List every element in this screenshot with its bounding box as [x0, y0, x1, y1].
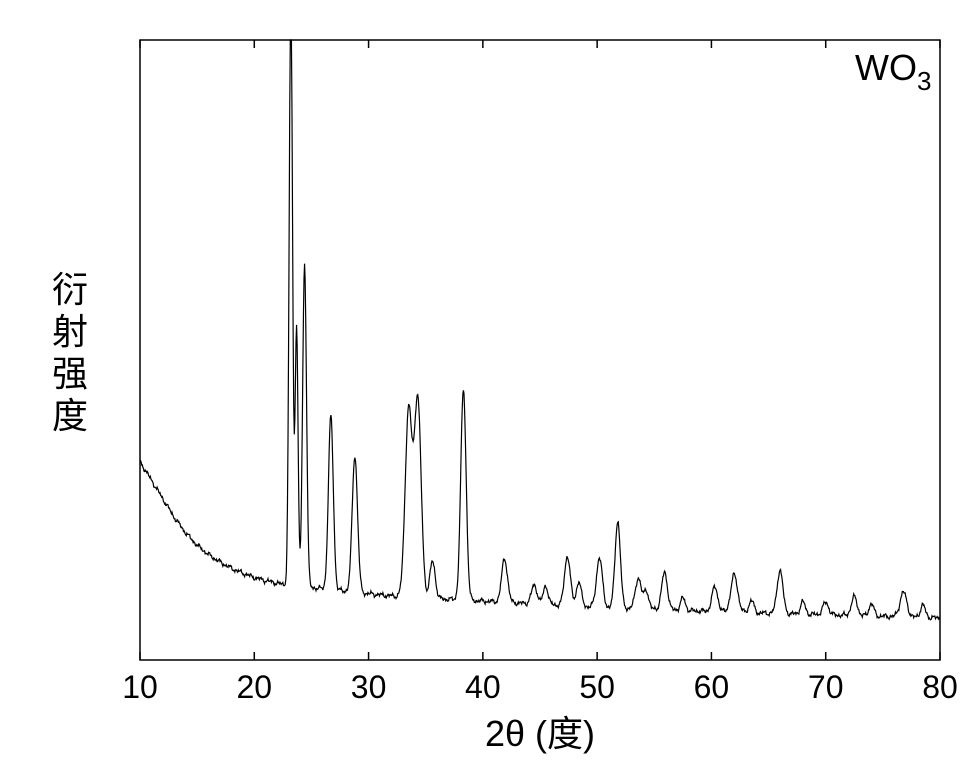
x-tick-label: 20 [236, 669, 272, 705]
x-tick-label: 80 [922, 669, 958, 705]
x-axis-label: 2θ (度) [485, 713, 595, 754]
y-axis-label-char: 度 [52, 395, 88, 436]
x-tick-label: 30 [351, 669, 387, 705]
y-axis-label-char: 射 [52, 311, 88, 352]
x-tick-label: 50 [579, 669, 615, 705]
xrd-chart-svg: 10203040506070802θ (度)衍射强度WO3 [0, 0, 968, 766]
xrd-chart-container: 10203040506070802θ (度)衍射强度WO3 [0, 0, 968, 766]
x-tick-label: 70 [808, 669, 844, 705]
y-axis-label-char: 衍 [52, 269, 88, 310]
x-tick-label: 10 [122, 669, 158, 705]
x-tick-label: 60 [694, 669, 730, 705]
x-tick-label: 40 [465, 669, 501, 705]
y-axis-label-char: 强 [52, 353, 88, 394]
